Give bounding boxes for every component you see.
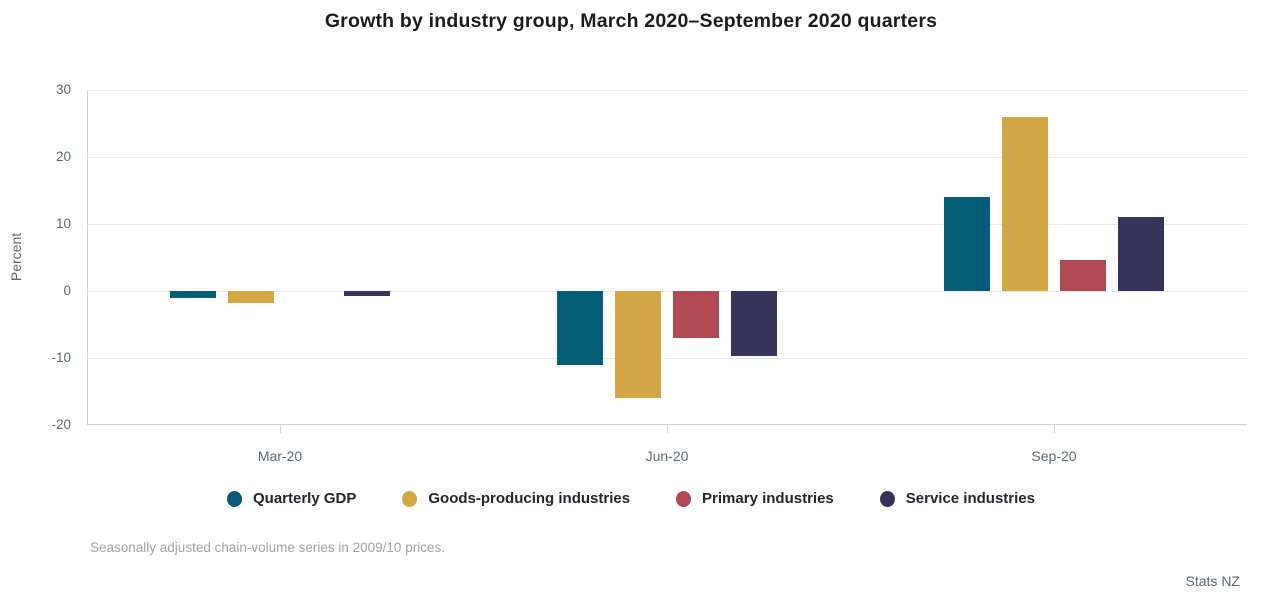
gridline-y-20 (87, 157, 1247, 158)
legend-swatch-icon (227, 490, 242, 507)
y-axis-title: Percent (8, 232, 24, 282)
y-axis-line (87, 90, 88, 425)
y-tick-label--10: -10 (51, 350, 71, 365)
bar-service-industries-jun-20 (731, 291, 777, 356)
y-tick-label-30: 30 (55, 82, 71, 97)
gridline-y-0 (87, 291, 1247, 292)
bar-goods-producing-industries-sep-20 (1002, 117, 1048, 291)
legend-item-primary-industries: Primary industries (676, 490, 834, 507)
bar-goods-producing-industries-jun-20 (615, 291, 661, 398)
legend-label: Goods-producing industries (428, 490, 631, 507)
bar-primary-industries-jun-20 (673, 291, 719, 338)
plot-area (87, 90, 1247, 433)
y-tick-label-10: 10 (55, 216, 71, 231)
legend-item-quarterly-gdp: Quarterly GDP (227, 490, 356, 507)
legend-item-service-industries: Service industries (879, 490, 1035, 507)
legend-label: Service industries (905, 490, 1035, 507)
bar-service-industries-sep-20 (1118, 217, 1164, 291)
legend-label: Quarterly GDP (253, 490, 357, 507)
bar-service-industries-mar-20 (344, 291, 390, 296)
x-tick-Mar-20 (280, 425, 281, 433)
bar-primary-industries-sep-20 (1060, 260, 1106, 291)
bar-quarterly-gdp-mar-20 (170, 291, 216, 298)
y-tick-label-0: 0 (63, 283, 71, 298)
legend-swatch-icon (676, 490, 692, 507)
chart-title: Growth by industry group, March 2020–Sep… (324, 10, 938, 32)
legend: Quarterly GDP Goods-producing industries P… (0, 490, 1262, 507)
gridline-y-10 (87, 224, 1247, 225)
legend-swatch-icon (402, 490, 418, 507)
x-tick-Jun-20 (667, 425, 668, 433)
gridline-y-30 (87, 90, 1247, 91)
footnote: Seasonally adjusted chain-volume series … (90, 540, 445, 555)
y-tick-label--20: -20 (51, 417, 71, 432)
legend-swatch-icon (879, 490, 895, 507)
x-tick-label-Mar-20: Mar-20 (257, 448, 303, 464)
gridline-y--10 (87, 358, 1247, 359)
x-tick-Sep-20 (1054, 425, 1055, 433)
x-axis-line (87, 424, 1247, 425)
bar-goods-producing-industries-mar-20 (228, 291, 274, 303)
legend-label: Primary industries (702, 490, 834, 507)
source-label: Stats NZ (1185, 573, 1240, 589)
legend-item-goods-producing-industries: Goods-producing industries (402, 490, 630, 507)
y-tick-label-20: 20 (55, 149, 71, 164)
bar-quarterly-gdp-jun-20 (557, 291, 603, 365)
bar-quarterly-gdp-sep-20 (944, 197, 990, 291)
x-tick-label-Sep-20: Sep-20 (1031, 448, 1077, 464)
x-tick-label-Jun-20: Jun-20 (645, 448, 689, 464)
